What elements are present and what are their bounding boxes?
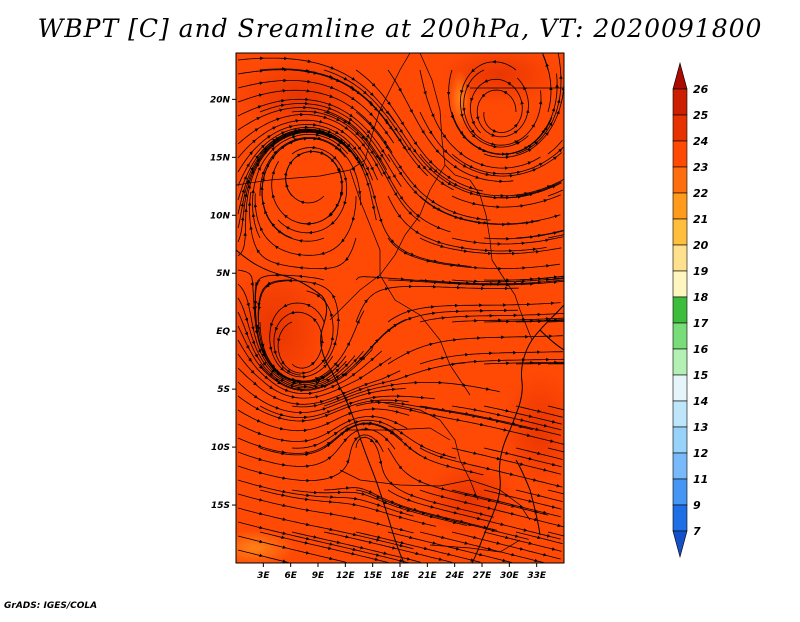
colorbar-segment: [673, 271, 687, 297]
colorbar-segment: [673, 479, 687, 505]
lon-tick-label: 9E: [312, 571, 325, 581]
colorbar-bottom-arrow: [673, 531, 687, 557]
colorbar-label: 9: [693, 499, 701, 512]
colorbar-segment: [673, 453, 687, 479]
colorbar-segment: [673, 323, 687, 349]
lat-tick-label: 10S: [211, 443, 230, 453]
colorbar-segment: [673, 219, 687, 245]
lon-tick-label: 12E: [336, 571, 356, 581]
lon-tick-label: 30E: [500, 571, 520, 581]
colorbar-top-arrow: [673, 63, 687, 89]
colorbar-segment: [673, 141, 687, 167]
colorbar-label: 23: [693, 161, 709, 174]
colorbar-segment: [673, 115, 687, 141]
longitude-axis: 3E 6E 9E 12E 15E 18E 21E 24E 27E 30E 33E: [257, 563, 547, 581]
colorbar-segment: [673, 193, 687, 219]
colorbar-label: 20: [693, 239, 709, 252]
colorbar-segment: [673, 349, 687, 375]
colorbar-label: 7: [693, 525, 701, 538]
colorbar-label: 24: [693, 135, 708, 148]
colorbar-label: 14: [693, 395, 708, 408]
lon-tick-label: 15E: [363, 571, 383, 581]
colorbar-segment: [673, 89, 687, 115]
colorbar-label: 11: [693, 473, 708, 486]
colorbar-label: 19: [693, 265, 709, 278]
lon-tick-label: 21E: [418, 571, 438, 581]
colorbar-segment: [673, 375, 687, 401]
colorbar-label: 12: [693, 447, 709, 460]
lon-tick-label: 24E: [445, 571, 465, 581]
lat-tick-label: 5S: [217, 385, 230, 395]
colorbar: 26 25 24 23 22 21 20 19 18 17 16 15 14 13 12 11 9 7: [673, 63, 709, 557]
lon-tick-label: 3E: [257, 571, 270, 581]
colorbar-label: 15: [693, 369, 709, 382]
colorbar-segment: [673, 167, 687, 193]
lat-tick-label: 10N: [210, 211, 231, 221]
colorbar-label: 13: [693, 421, 709, 434]
grads-credit: GrADS: IGES/COLA: [4, 601, 97, 611]
lon-tick-label: 18E: [391, 571, 411, 581]
colorbar-label: 17: [693, 317, 709, 330]
lat-tick-label: 5N: [216, 269, 230, 279]
colorbar-label: 21: [693, 213, 708, 226]
colorbar-segment: [673, 297, 687, 323]
lon-tick-label: 33E: [527, 571, 547, 581]
cool-region-southwest: [215, 530, 295, 566]
lat-tick-label: 20N: [210, 95, 231, 105]
colorbar-segment: [673, 505, 687, 531]
lat-tick-label: EQ: [216, 327, 230, 337]
colorbar-label: 18: [693, 291, 709, 304]
lat-tick-label: 15N: [210, 153, 231, 163]
lon-tick-label: 6E: [284, 571, 297, 581]
latitude-axis: 20N 15N 10N 5N EQ 5S 10S 15S: [210, 95, 236, 511]
lon-tick-label: 27E: [473, 571, 493, 581]
colorbar-label: 26: [693, 83, 709, 96]
colorbar-segment: [673, 401, 687, 427]
colorbar-label: 22: [693, 187, 709, 200]
colorbar-segment: [673, 427, 687, 453]
colorbar-label: 16: [693, 343, 709, 356]
colorbar-label: 25: [693, 109, 709, 122]
colorbar-segment: [673, 245, 687, 271]
lat-tick-label: 15S: [211, 501, 230, 511]
